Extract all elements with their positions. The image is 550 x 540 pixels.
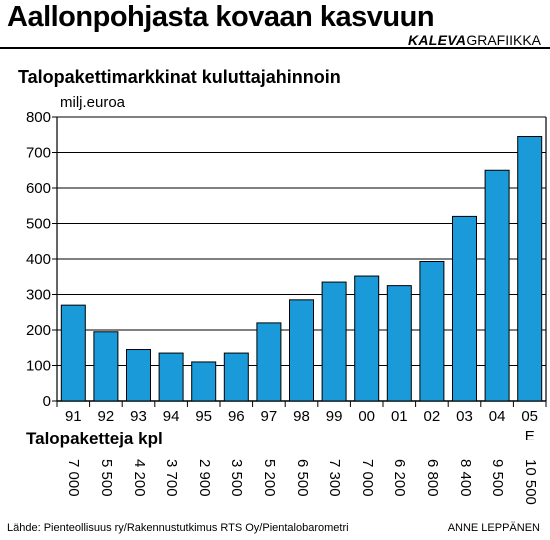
count-value: 5 200: [260, 459, 278, 497]
bar-05: [517, 136, 543, 402]
bar-03: [452, 215, 477, 402]
count-value: 3 500: [228, 459, 246, 497]
brand-logo: KALEVAGRAFIIKKA: [408, 32, 541, 48]
bar-91: [60, 304, 86, 402]
bar-92: [93, 331, 119, 402]
count-value: 5 500: [97, 459, 115, 497]
y-tick-label: 100: [26, 358, 51, 375]
brand-light: GRAFIIKKA: [466, 32, 541, 48]
x-tick-label: 03: [456, 408, 473, 425]
bar-04: [484, 169, 510, 402]
count-value: 7 000: [65, 459, 83, 497]
top-rule: [0, 47, 550, 49]
brand-bold: KALEVA: [407, 32, 467, 48]
bar-98: [289, 299, 314, 402]
x-tick-label: 04: [489, 408, 506, 425]
y-tick-label: 300: [26, 287, 51, 304]
count-value: 7 300: [326, 459, 344, 497]
x-tick-label: 93: [130, 408, 147, 425]
bar-93: [126, 349, 151, 402]
x-tick-label: 92: [98, 408, 115, 425]
x-tick-label: 05: [521, 408, 538, 425]
count-value: 6 800: [423, 459, 441, 497]
x-tick-label: 95: [195, 408, 212, 425]
y-tick-label: 0: [43, 393, 51, 410]
x-annotation: E: [525, 428, 535, 440]
count-value: 2 900: [195, 459, 213, 497]
x-tick-label: 94: [163, 408, 180, 425]
count-value: 8 400: [456, 459, 474, 497]
bar-94: [158, 352, 184, 402]
bar-95: [191, 361, 217, 402]
x-tick-label: 96: [228, 408, 245, 425]
count-value: 9 500: [489, 459, 507, 497]
count-value: 4 200: [130, 459, 148, 497]
bar-99: [321, 281, 347, 402]
y-tick-label: 800: [26, 109, 51, 126]
chart-title: Talopakettimarkkinat kuluttajahinnoin: [18, 67, 341, 87]
bar-96: [223, 352, 249, 402]
page-title: Aallonpohjasta kovaan kasvuun: [7, 1, 435, 33]
y-tick-label: 400: [26, 251, 51, 268]
x-tick-label: 98: [293, 408, 310, 425]
bar-02: [419, 260, 445, 402]
x-tick-label: 02: [424, 408, 441, 425]
y-tick-label: 200: [26, 322, 51, 339]
counts-label: Talopaketteja kpl: [26, 429, 163, 448]
y-tick-label: 600: [26, 180, 51, 197]
author-credit: ANNE LEPPÄNEN: [447, 522, 540, 534]
count-value: 7 000: [358, 459, 376, 497]
count-value: 3 700: [163, 459, 181, 497]
count-value: 6 200: [391, 459, 409, 497]
bar-97: [256, 322, 282, 402]
source-note: Lähde: Pienteollisuus ry/Rakennustutkimu…: [7, 522, 349, 534]
y-tick-label: 700: [26, 145, 51, 162]
y-axis-unit: milj.euroa: [60, 94, 126, 111]
x-tick-label: 91: [65, 408, 82, 425]
bar-00: [354, 275, 380, 402]
count-value: 10 500: [521, 459, 539, 505]
x-tick-label: 99: [326, 408, 343, 425]
count-value: 6 500: [293, 459, 311, 497]
bar-01: [386, 285, 412, 402]
x-tick-label: 01: [391, 408, 408, 425]
x-tick-label: 00: [358, 408, 375, 425]
x-tick-label: 97: [261, 408, 278, 425]
y-tick-label: 500: [26, 216, 51, 233]
